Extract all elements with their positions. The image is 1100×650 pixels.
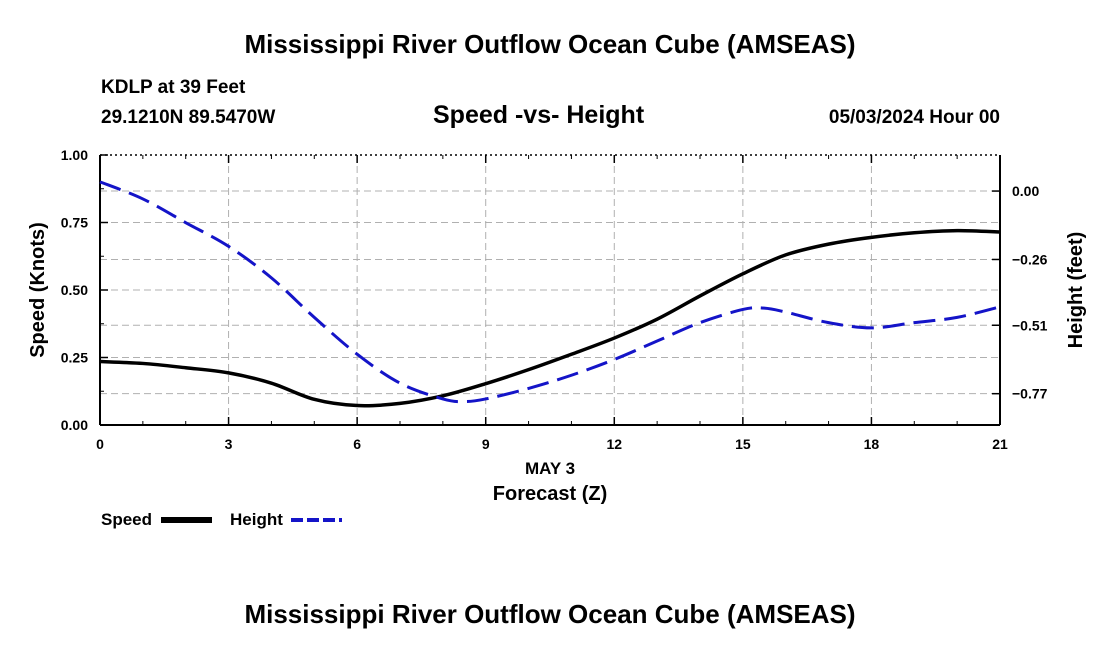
y-left-tick-label: 1.00 bbox=[61, 147, 88, 163]
station-coordinates: 29.1210N 89.5470W bbox=[101, 107, 276, 128]
x-tick-label: 9 bbox=[482, 436, 490, 452]
y-right-tick-label: 0.00 bbox=[1012, 183, 1039, 199]
speed-height-chart: 0 3 6 9 12 15 18 21 0.00 0.25 0.50 0.75 1.00 0.00 −0.2… bbox=[27, 147, 1087, 529]
x-tick-label: 21 bbox=[992, 436, 1008, 452]
x-tick-label: 0 bbox=[96, 436, 104, 452]
y-left-tick-label: 0.50 bbox=[61, 282, 88, 298]
axis-labels: MAY 3 Forecast (Z) Speed (Knots) Height … bbox=[27, 222, 1087, 505]
chart-title: Mississippi River Outflow Ocean Cube (AM… bbox=[244, 29, 856, 59]
station-label: KDLP at 39 Feet bbox=[101, 77, 246, 98]
footer-chart-title: Mississippi River Outflow Ocean Cube (AM… bbox=[244, 599, 856, 629]
tick-labels: 0 3 6 9 12 15 18 21 0.00 0.25 0.50 0.75 1.00 0.00 −0.2… bbox=[61, 147, 1048, 452]
y-left-tick-label: 0.00 bbox=[61, 417, 88, 433]
series-line-speed bbox=[99, 228, 1001, 408]
y-axis-right-label: Height (feet) bbox=[1065, 232, 1087, 349]
legend-height-label: Height bbox=[230, 510, 283, 529]
forecast-datetime: 05/03/2024 Hour 00 bbox=[828, 107, 1000, 128]
data-series bbox=[99, 180, 1001, 408]
legend-speed-label: Speed bbox=[101, 510, 152, 529]
y-left-tick-label: 0.25 bbox=[61, 350, 88, 366]
y-axis-left-label: Speed (Knots) bbox=[27, 222, 49, 358]
x-tick-label: 15 bbox=[735, 436, 751, 452]
series-line-height bbox=[99, 180, 1001, 404]
x-tick-label: 12 bbox=[606, 436, 622, 452]
x-axis-date-label: MAY 3 bbox=[525, 459, 575, 478]
legend: Speed Height bbox=[101, 510, 342, 529]
x-tick-label: 18 bbox=[864, 436, 880, 452]
y-left-tick-label: 0.75 bbox=[61, 215, 88, 231]
x-axis-label: Forecast (Z) bbox=[493, 483, 607, 505]
chart-subtitle: Speed -vs- Height bbox=[433, 101, 645, 129]
x-tick-label: 6 bbox=[353, 436, 361, 452]
chart-axes bbox=[99, 154, 1001, 426]
y-right-tick-label: −0.51 bbox=[1012, 317, 1048, 333]
y-right-tick-label: −0.77 bbox=[1012, 386, 1048, 402]
y-right-tick-label: −0.26 bbox=[1012, 251, 1048, 267]
x-tick-label: 3 bbox=[225, 436, 233, 452]
grid-lines bbox=[100, 155, 1000, 425]
